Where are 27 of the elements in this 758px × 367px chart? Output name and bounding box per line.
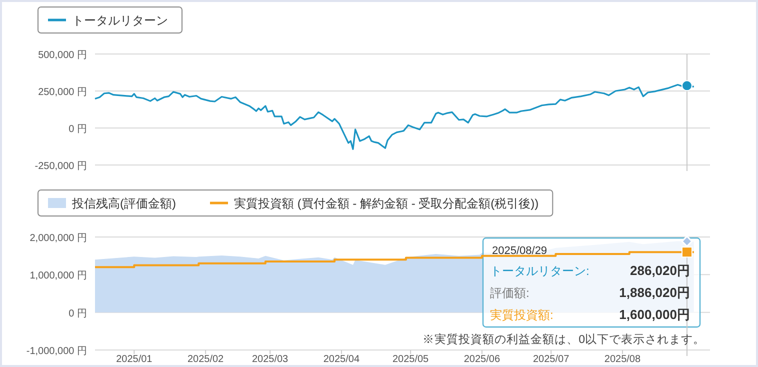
y-tick-label: 1,000,000 円 xyxy=(30,270,87,282)
annotation: トータルリターン: xyxy=(490,264,590,278)
x-tick-label: 2025/07 xyxy=(532,354,570,365)
annotation: 1,886,020円 xyxy=(619,285,690,300)
x-tick-label: 2025/04 xyxy=(323,354,360,365)
annotation: 評価額: xyxy=(490,286,530,300)
annotation: ※実質投資額の利益金額は、0以下で表示されます。 xyxy=(422,332,705,346)
legend-label: トータルリターン xyxy=(72,14,168,28)
x-tick-label: 2025/02 xyxy=(187,354,224,365)
annotation: 2025/08/29 xyxy=(492,245,548,257)
x-tick-label: 2025/03 xyxy=(252,354,289,365)
annotation: 実質投資額: xyxy=(490,308,554,322)
y-tick-label: 500,000 円 xyxy=(38,50,87,61)
x-tick-label: 2025/06 xyxy=(464,354,500,365)
y-tick-label: 0 円 xyxy=(68,124,87,135)
x-tick-label: 2025/08 xyxy=(604,354,641,365)
y-tick-label: 250,000 円 xyxy=(38,87,87,98)
x-tick-label: 2025/05 xyxy=(392,354,430,365)
y-tick-label: -250,000 円 xyxy=(34,161,87,172)
legend-label: 実質投資額 (買付金額 - 解約金額 - 受取分配金額(税引後)) xyxy=(234,196,539,210)
annotation: 1,600,000円 xyxy=(619,307,690,322)
y-tick-label: 0 円 xyxy=(68,308,87,320)
y-tick-label: 2,000,000 円 xyxy=(30,233,87,244)
legend-label: 投信残高(評価金額) xyxy=(71,196,176,210)
annotation: 286,020円 xyxy=(630,263,690,278)
x-tick-label: 2025/01 xyxy=(116,354,153,365)
y-tick-label: -1,000,000 円 xyxy=(26,346,87,357)
